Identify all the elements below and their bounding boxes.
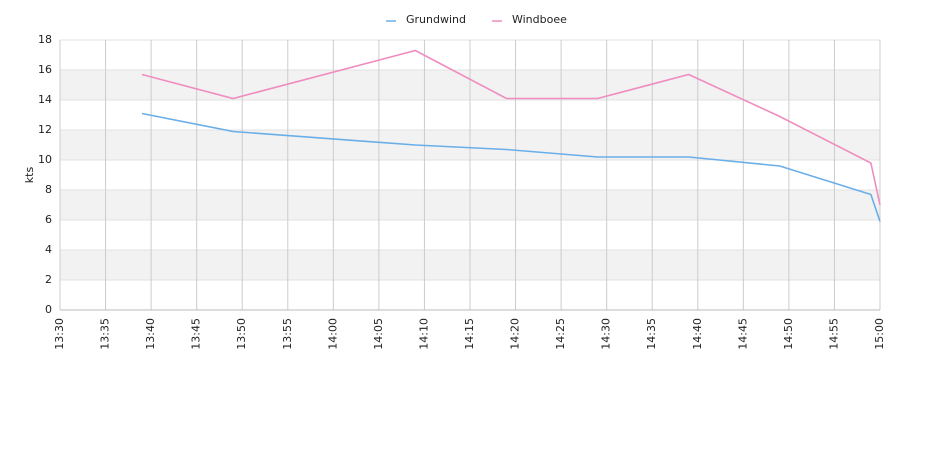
x-tick-label: 13:45: [190, 318, 203, 350]
y-tick-label: 18: [38, 33, 52, 46]
y-tick-label: 2: [45, 273, 52, 286]
x-tick-label: 13:30: [53, 318, 66, 350]
x-tick-label: 14:30: [600, 318, 613, 350]
x-tick-label: 13:55: [281, 318, 294, 350]
x-tick-label: 13:40: [144, 318, 157, 350]
y-tick-label: 16: [38, 63, 52, 76]
x-tick-label: 13:50: [235, 318, 248, 350]
y-tick-label: 6: [45, 213, 52, 226]
y-tick-label: 8: [45, 183, 52, 196]
x-tick-label: 13:35: [99, 318, 112, 350]
x-tick-label: 14:05: [372, 318, 385, 350]
y-tick-label: 4: [45, 243, 52, 256]
x-tick-label: 14:50: [782, 318, 795, 350]
x-tick-label: 14:20: [509, 318, 522, 350]
x-tick-label: 14:15: [463, 318, 476, 350]
x-tick-label: 14:35: [645, 318, 658, 350]
legend-label: Windboee: [512, 13, 567, 26]
y-tick-label: 0: [45, 303, 52, 316]
legend: Grundwind Windboee: [386, 13, 567, 26]
x-tick-label: 14:55: [827, 318, 840, 350]
x-tick-label: 14:10: [417, 318, 430, 350]
x-tick-label: 14:00: [326, 318, 339, 350]
y-tick-label: 14: [38, 93, 52, 106]
series-line: [141, 112, 881, 222]
x-tick-label: 14:40: [691, 318, 704, 350]
x-tick-label: 14:25: [554, 318, 567, 350]
y-tick-label: 12: [38, 123, 52, 136]
x-tick-label: 14:45: [736, 318, 749, 350]
legend-label: Grundwind: [406, 13, 466, 26]
y-tick-label: 10: [38, 153, 52, 166]
y-axis-label: kts: [23, 167, 36, 184]
series-line: [141, 49, 881, 206]
x-tick-label: 15:00: [873, 318, 886, 350]
